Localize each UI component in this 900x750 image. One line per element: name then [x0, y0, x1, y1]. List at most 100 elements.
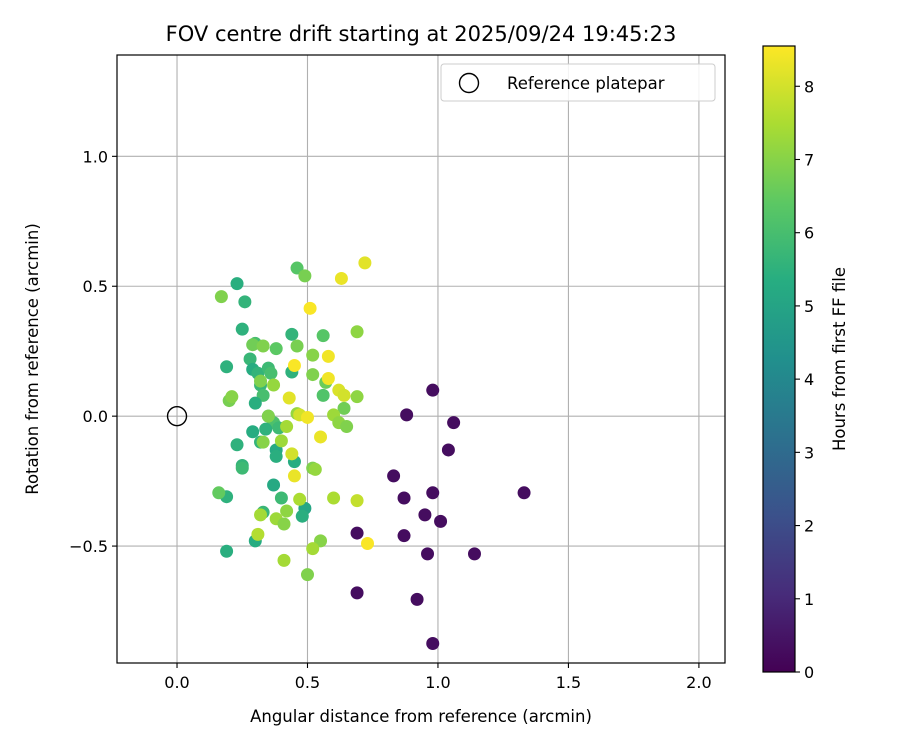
scatter-point [220, 545, 233, 558]
y-tick-label: 1.0 [83, 147, 108, 166]
scatter-point [304, 302, 317, 315]
colorbar-tick-label: 0 [804, 663, 814, 682]
scatter-point [338, 389, 351, 402]
scatter-point [361, 537, 374, 550]
scatter-point [288, 469, 301, 482]
chart-title: FOV centre drift starting at 2025/09/24 … [166, 22, 677, 46]
scatter-point [296, 510, 309, 523]
scatter-point [285, 447, 298, 460]
y-tick-label: 0.0 [83, 407, 108, 426]
scatter-point [335, 272, 348, 285]
colorbar-label: Hours from first FF file [830, 267, 849, 451]
scatter-point [249, 397, 262, 410]
scatter-point [418, 508, 431, 521]
colorbar-tick-label: 4 [804, 370, 814, 389]
scatter-point [322, 372, 335, 385]
y-tick-label: 0.5 [83, 277, 108, 296]
scatter-point [236, 323, 249, 336]
scatter-point [351, 390, 364, 403]
scatter-point [254, 375, 267, 388]
scatter-point [358, 256, 371, 269]
scatter-point [317, 329, 330, 342]
scatter-point [270, 450, 283, 463]
scatter-point [283, 391, 296, 404]
scatter-points [212, 256, 530, 650]
scatter-point [398, 492, 411, 505]
scatter-point [278, 554, 291, 567]
scatter-point [238, 295, 251, 308]
scatter-point [288, 359, 301, 372]
colorbar-tick-label: 8 [804, 77, 814, 96]
scatter-point [306, 349, 319, 362]
x-tick-label: 0.5 [295, 673, 320, 692]
scatter-point [306, 368, 319, 381]
plot-frame [117, 55, 725, 663]
colorbar-tick-label: 7 [804, 150, 814, 169]
scatter-point [426, 637, 439, 650]
scatter-point [447, 416, 460, 429]
legend: Reference platepar [441, 64, 715, 101]
scatter-point [327, 492, 340, 505]
scatter-point [298, 269, 311, 282]
grid-lines [117, 55, 725, 663]
scatter-point [267, 378, 280, 391]
scatter-point [215, 290, 228, 303]
scatter-point [225, 390, 238, 403]
scatter-point [398, 529, 411, 542]
scatter-point [254, 508, 267, 521]
y-tick-label: −0.5 [69, 537, 108, 556]
scatter-point [267, 479, 280, 492]
scatter-point [317, 389, 330, 402]
colorbar-tick-label: 1 [804, 590, 814, 609]
scatter-point [322, 350, 335, 363]
y-axis-ticks: −0.5 0.0 0.5 1.0 [69, 147, 117, 556]
scatter-point [231, 277, 244, 290]
x-tick-label: 0.0 [164, 673, 189, 692]
colorbar-tick-label: 6 [804, 224, 814, 243]
scatter-point [264, 367, 277, 380]
scatter-point [275, 492, 288, 505]
scatter-point [285, 328, 298, 341]
scatter-point [434, 515, 447, 528]
scatter-point [351, 586, 364, 599]
scatter-point [301, 568, 314, 581]
scatter-point [306, 542, 319, 555]
scatter-point [301, 411, 314, 424]
colorbar-bar [763, 46, 795, 672]
colorbar-tick-label: 2 [804, 517, 814, 536]
scatter-point [314, 430, 327, 443]
x-axis-ticks: 0.0 0.5 1.0 1.5 2.0 [164, 663, 711, 692]
scatter-point [387, 469, 400, 482]
scatter-point [220, 360, 233, 373]
chart-figure: FOV centre drift starting at 2025/09/24 … [0, 0, 900, 750]
x-tick-label: 1.0 [425, 673, 450, 692]
scatter-point [351, 494, 364, 507]
scatter-point [518, 486, 531, 499]
scatter-point [426, 486, 439, 499]
scatter-point [280, 420, 293, 433]
colorbar-ticks: 0 1 2 3 4 5 6 7 8 [795, 77, 814, 682]
scatter-point [411, 593, 424, 606]
scatter-point [351, 527, 364, 540]
scatter-point [309, 463, 322, 476]
scatter-point [259, 423, 272, 436]
scatter-point [340, 420, 353, 433]
scatter-point [351, 325, 364, 338]
scatter-point [275, 434, 288, 447]
scatter-point [262, 410, 275, 423]
y-axis-title: Rotation from reference (arcmin) [23, 223, 42, 495]
colorbar-tick-label: 5 [804, 297, 814, 316]
x-tick-label: 1.5 [556, 673, 581, 692]
legend-label-reference: Reference platepar [507, 74, 665, 93]
scatter-point [257, 436, 270, 449]
colorbar: 0 1 2 3 4 5 6 7 8 Hours from first FF file [763, 46, 849, 682]
scatter-point [293, 493, 306, 506]
scatter-point [270, 342, 283, 355]
scatter-point [278, 517, 291, 530]
scatter-point [421, 547, 434, 560]
scatter-point [291, 340, 304, 353]
scatter-point [236, 462, 249, 475]
scatter-point [468, 547, 481, 560]
x-axis-title: Angular distance from reference (arcmin) [250, 707, 592, 726]
scatter-point [251, 528, 264, 541]
